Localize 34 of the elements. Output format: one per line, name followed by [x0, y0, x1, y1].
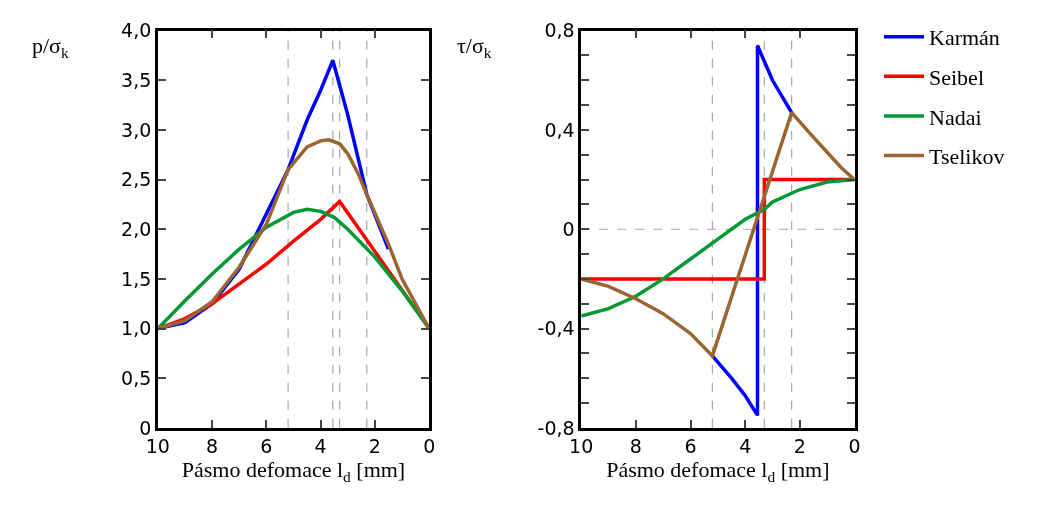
y-axis-title: τ/σ$_{k}$: [457, 33, 492, 61]
y-tick-label: 2,5: [121, 168, 152, 191]
x-tick-label: 2: [793, 435, 806, 458]
y-tick-label: 0,8: [544, 19, 575, 42]
legend-label: Karmán: [929, 25, 1000, 51]
y-tick-label: 0,5: [121, 366, 152, 389]
line-series: [710, 43, 794, 418]
x-tick-label: 0: [848, 435, 861, 458]
x-axis-title: Pásmo defomace l$_{d}$ [mm]: [181, 457, 406, 486]
legend-label: Seibel: [929, 64, 984, 90]
y-tick-label: 2,0: [121, 217, 152, 240]
line-series: [581, 110, 855, 358]
y-axis-title: p/σ$_{k}$: [32, 33, 69, 61]
y-tick-label: 4,0: [121, 19, 152, 42]
y-tick-label: 3,5: [121, 68, 152, 91]
x-axis-title: Pásmo defomace l$_{d}$ [mm]: [606, 457, 830, 486]
line-series: [157, 138, 430, 331]
y-tick-label: 3,0: [121, 118, 152, 141]
y-tick-label: 1,5: [121, 267, 152, 290]
x-tick-label: 6: [260, 435, 273, 458]
x-tick-label: 0: [423, 435, 436, 458]
line-series: [581, 177, 855, 318]
x-tick-label: 4: [739, 435, 752, 458]
x-tick-label: 8: [629, 435, 642, 458]
legend-label: Tselikov: [929, 144, 1005, 170]
x-tick-label: 2: [368, 435, 381, 458]
y-tick-label: -0,4: [537, 317, 575, 340]
x-tick-label: 8: [206, 435, 219, 458]
y-tick-label: 1,0: [121, 317, 152, 340]
legend-label: Nadai: [929, 104, 982, 130]
x-tick-label: 6: [684, 435, 697, 458]
y-tick-label: 0: [562, 217, 575, 240]
x-tick-label: 4: [314, 435, 327, 458]
y-tick-label: 0,4: [544, 118, 575, 141]
